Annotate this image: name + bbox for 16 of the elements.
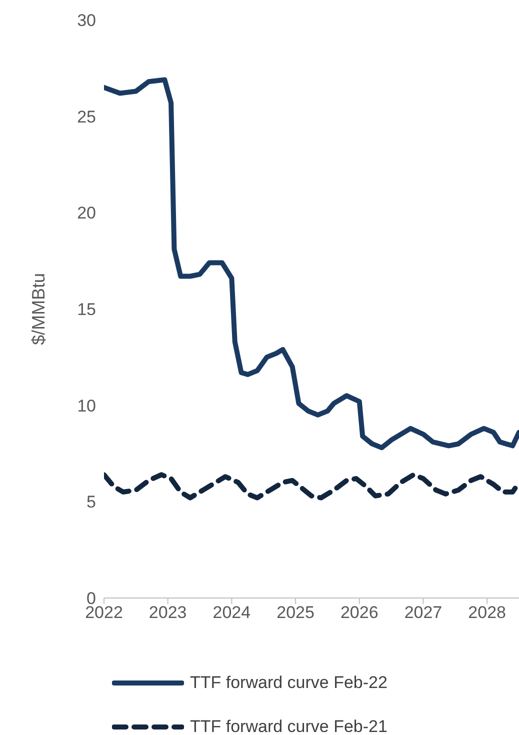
y-tick-label: 30 <box>77 11 96 30</box>
x-tick-label: 2027 <box>404 603 442 622</box>
x-tick-label: 2026 <box>340 603 378 622</box>
y-axis-title: $/MMBtu <box>28 272 48 346</box>
x-tick-label: 2024 <box>212 603 251 622</box>
y-tick-label: 25 <box>77 107 96 126</box>
x-tick-label: 2022 <box>85 603 123 622</box>
x-tick-label: 2023 <box>148 603 187 622</box>
x-tick-label: 2025 <box>276 603 314 622</box>
y-tick-label: 10 <box>77 396 96 416</box>
legend-label: TTF forward curve Feb-21 <box>190 717 388 735</box>
y-tick-label: 15 <box>77 300 96 320</box>
y-tick-label: 20 <box>77 204 96 223</box>
x-tick-label: 2028 <box>468 603 506 622</box>
y-tick-label: 5 <box>86 492 96 512</box>
legend-label: TTF forward curve Feb-22 <box>190 673 388 693</box>
